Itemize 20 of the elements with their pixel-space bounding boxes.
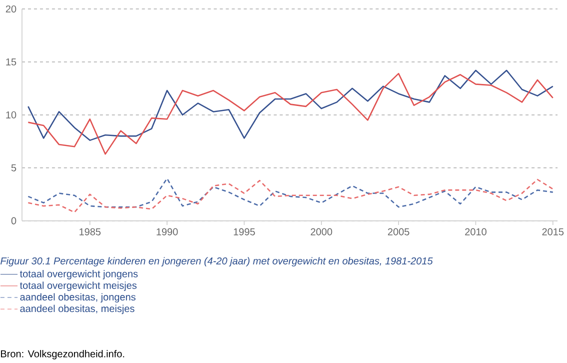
- legend-label: aandeel obesitas, meisjes: [20, 304, 134, 314]
- line-series: [28, 73, 554, 155]
- y-tick-label: 5: [11, 164, 16, 172]
- legend-label: totaal overgewicht meisjes: [20, 282, 137, 292]
- x-tick-label: 1990: [156, 228, 178, 236]
- y-tick-label: 15: [6, 58, 16, 66]
- x-tick-label: 1985: [80, 228, 101, 236]
- x-tick-label: 2010: [465, 228, 486, 236]
- text: Figuur 30.1 Percentage kinderen en jongeren (4-20 jaar) met overgewicht en obesitas, 1981-2015: [0, 257, 433, 267]
- legend-label: aandeel obesitas, jongens: [20, 293, 136, 303]
- line-series: [28, 70, 554, 142]
- y-tick-label: 20: [6, 6, 16, 13]
- x-tick-label: 2015: [542, 228, 564, 236]
- x-tick-label: 1995: [234, 228, 255, 236]
- x-tick-label: 2005: [388, 228, 410, 236]
- text: Bron: Volksgezondheid.info.: [1, 350, 124, 360]
- x-tick-label: 2000: [310, 228, 332, 236]
- y-tick-label: 10: [6, 112, 16, 119]
- y-tick-label: 0: [11, 217, 16, 224]
- legend-label: totaal overgewicht jongens: [20, 270, 138, 280]
